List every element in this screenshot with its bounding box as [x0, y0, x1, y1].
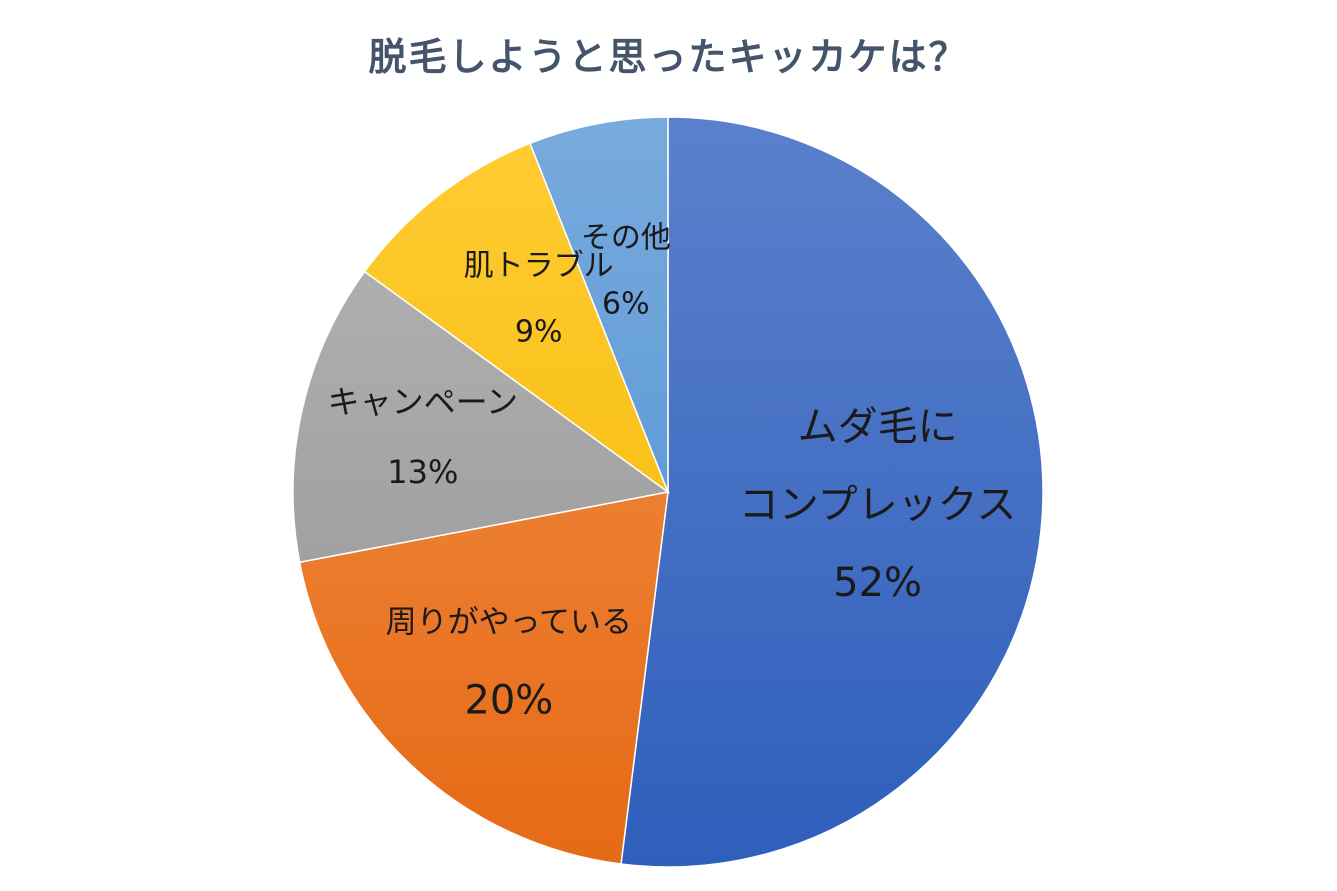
pie-slice [363, 142, 670, 495]
slice-name-label: 周りがやっている [386, 604, 632, 640]
chart-title: 脱毛しようと思ったキッカケは？ [368, 35, 969, 79]
pie-slice [292, 270, 670, 564]
slice-percent-label: 20% [464, 677, 553, 723]
slice-percent-label: 9% [515, 314, 563, 349]
slice-name-label: キャンペーン [328, 383, 518, 421]
slice-name-label: コンプレックス [739, 482, 1017, 528]
pie-slice [528, 116, 669, 493]
pie-slice [298, 491, 669, 865]
slice-name-label: ムダ毛に [798, 404, 958, 450]
slice-percent-label: 13% [387, 453, 458, 491]
pie-slice [620, 116, 1044, 868]
slice-name-label: その他 [581, 220, 671, 255]
slice-percent-label: 6% [602, 286, 650, 321]
pie-slices [292, 116, 1044, 868]
slice-name-label: 肌トラブル [464, 248, 614, 283]
slice-percent-label: 52% [833, 560, 922, 606]
